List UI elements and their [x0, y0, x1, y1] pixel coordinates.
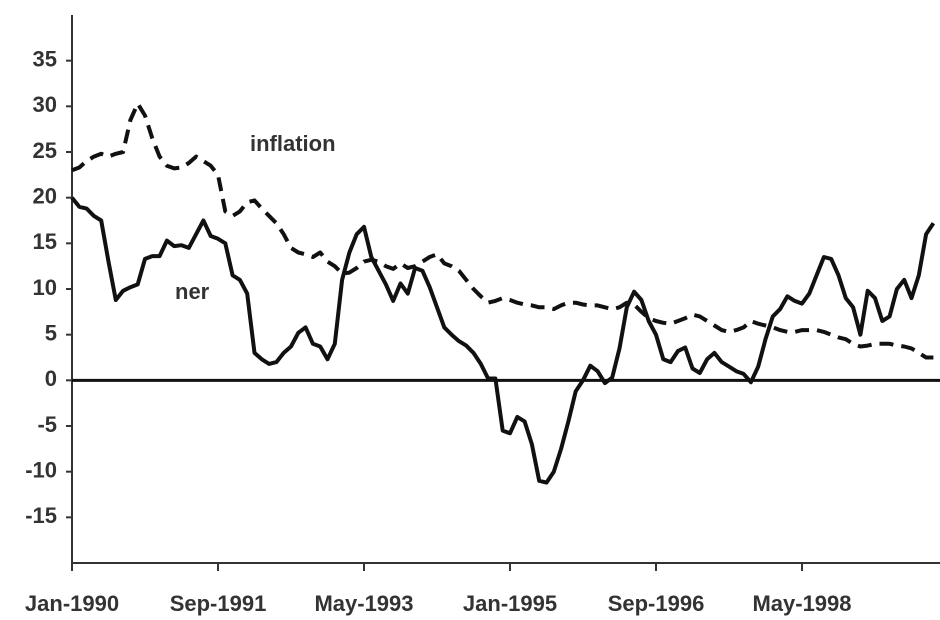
- y-tick-label: 5: [45, 320, 57, 345]
- x-tick-label: Sep-1991: [170, 591, 267, 616]
- series-line: [70, 196, 936, 485]
- x-tick-label: Jan-1990: [25, 591, 119, 616]
- y-tick-label: 20: [33, 183, 57, 208]
- y-tick-label: -10: [25, 457, 57, 482]
- y-tick-label: -15: [25, 503, 57, 528]
- series-label: ner: [175, 279, 210, 304]
- x-tick-label: May-1993: [314, 591, 413, 616]
- y-tick-label: 25: [33, 138, 57, 163]
- y-tick-label: -5: [37, 412, 57, 437]
- y-tick-label: 35: [33, 46, 57, 71]
- x-tick-label: Jan-1995: [463, 591, 557, 616]
- x-tick-label: Sep-1996: [608, 591, 705, 616]
- y-tick-label: 0: [45, 366, 57, 391]
- y-tick-label: 15: [33, 229, 57, 254]
- y-tick-label: 10: [33, 275, 57, 300]
- series-line: [71, 101, 934, 360]
- x-tick-label: May-1998: [752, 591, 851, 616]
- series-label: inflation: [250, 131, 336, 156]
- y-tick-label: 30: [33, 92, 57, 117]
